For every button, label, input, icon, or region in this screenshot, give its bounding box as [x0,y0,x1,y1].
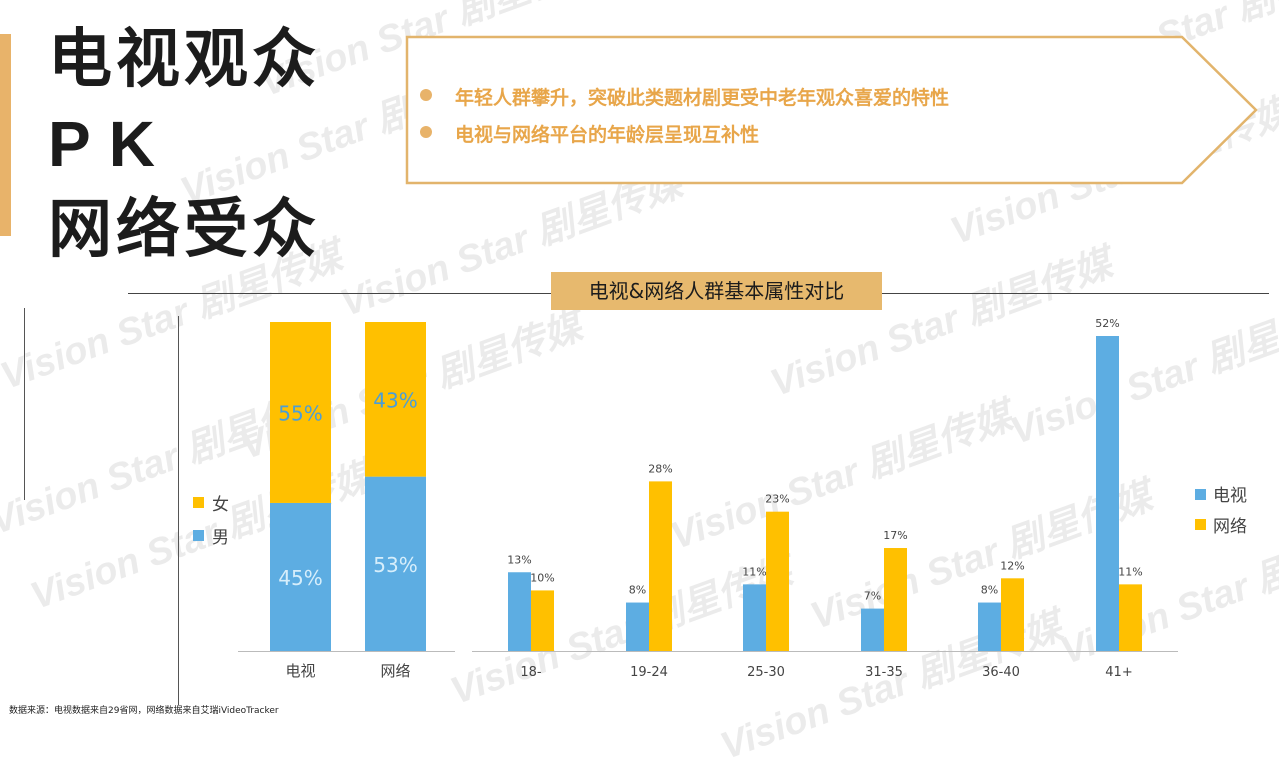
legend-label-tv: 电视 [1213,486,1247,506]
age-category-label: 19-24 [630,665,668,680]
legend-label-female: 女 [212,495,229,515]
gender-bar-male [365,476,426,651]
age-bar-tv [861,608,884,651]
age-bar-net [766,511,789,651]
gender-label-male: 45% [278,566,322,590]
age-category-label: 18- [520,665,542,680]
age-value-label-tv: 8% [981,584,998,597]
age-value-label-tv: 7% [864,590,881,603]
age-bar-tv [743,584,766,651]
age-bar-tv [1096,336,1119,651]
gender-category-label: 电视 [285,662,315,680]
gender-category-label: 网络 [380,662,410,680]
gender-label-male: 53% [373,553,417,577]
callout-box [405,35,1258,185]
section-subtitle: 电视&网络人群基本属性对比 [551,272,882,310]
age-category-label: 25-30 [747,665,785,680]
age-value-label-net: 12% [1000,559,1024,572]
age-value-label-net: 10% [530,571,554,584]
age-value-label-tv: 11% [742,565,766,578]
bullet-dot [420,126,432,138]
chart-axis-line [178,316,179,705]
accent-bar [0,34,11,236]
gender-label-female: 55% [278,401,322,425]
age-bar-net [884,548,907,651]
age-bar-net [649,481,672,651]
legend-swatch-net [1195,519,1206,530]
age-value-label-net: 17% [883,529,907,542]
gender-bar-female [270,322,331,503]
age-value-label-net: 23% [765,493,789,506]
guide-line [24,308,25,500]
page-title-line-3: 网络受众 [48,193,320,267]
age-category-label: 36-40 [982,665,1020,680]
age-bar-tv [978,602,1001,651]
legend-swatch-female [193,497,204,508]
gender-label-female: 43% [373,388,417,412]
legend-label-male: 男 [212,528,229,548]
age-bar-tv [508,572,531,651]
legend-label-net: 网络 [1213,517,1247,537]
charts-canvas: 45% 55% 电视 53% 43% 网络 女男 13% 10% 18- 8% 28% 19-24 11%… [193,317,1247,680]
age-bar-net [1001,578,1024,651]
age-value-label-tv: 52% [1095,317,1119,330]
age-value-label-tv: 8% [629,584,646,597]
age-value-label-net: 11% [1118,565,1142,578]
bullet-dot [420,89,432,101]
legend-swatch-tv [1195,489,1206,500]
gender-bar-male [270,502,331,651]
age-bar-net [531,590,554,651]
age-bar-tv [626,602,649,651]
callout-bullet-1: 年轻人群攀升，突破此类题材剧更受中老年观众喜爱的特性 [455,87,950,109]
age-category-label: 31-35 [865,665,903,680]
source-footnote: 数据来源：电视数据来自29省网，网络数据来自艾瑞iVideoTracker [9,706,279,716]
callout-bullet-2: 电视与网络平台的年龄层呈现互补性 [455,124,760,146]
age-value-label-net: 28% [648,462,672,475]
gender-bar-female [365,322,426,477]
legend-swatch-male [193,530,204,541]
age-category-label: 41+ [1105,665,1132,680]
age-value-label-tv: 13% [507,553,531,566]
page-title-line-2: PK [48,108,173,180]
page-title-line-1: 电视观众 [48,23,320,97]
age-bar-net [1119,584,1142,651]
